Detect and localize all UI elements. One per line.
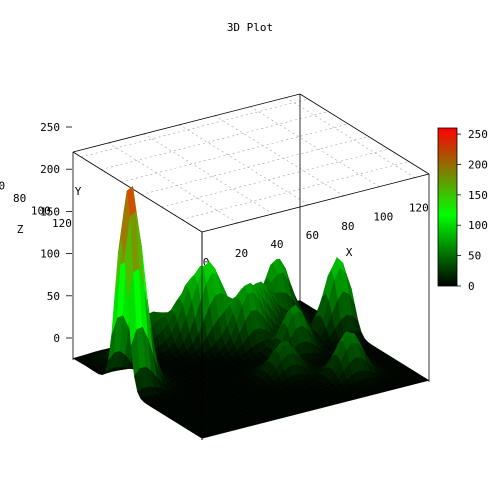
z-tick-labels: 0 50 100 150 200 250 xyxy=(40,121,72,345)
z-tick-label: 250 xyxy=(40,121,60,134)
surface-facet xyxy=(419,378,430,383)
colorbox-tick-label: 200 xyxy=(468,158,488,171)
z-tick-label: 50 xyxy=(47,290,60,303)
colorbox-tick-label: 250 xyxy=(468,128,488,141)
colorbox-tick-label: 150 xyxy=(468,189,488,202)
x-tick-label: 60 xyxy=(306,229,319,242)
x-tick-label: 120 xyxy=(409,202,429,215)
x-tick-label: 100 xyxy=(373,211,393,224)
colorbox-tick-label: 0 xyxy=(468,280,475,293)
x-tick-label: 0 xyxy=(203,256,210,269)
surface-mesh xyxy=(72,185,430,439)
z-tick-label: 200 xyxy=(40,163,60,176)
z-tick-label: 150 xyxy=(40,205,60,218)
axes-frame xyxy=(72,93,430,440)
y-axis-label: Y xyxy=(75,185,82,198)
z-tick-label: 100 xyxy=(40,248,60,261)
y-tick-label: 120 xyxy=(52,217,72,230)
x-axis-label: X xyxy=(346,246,353,259)
colorbox xyxy=(437,127,458,287)
z-tick-label: 0 xyxy=(53,332,60,345)
z-axis-label: Z xyxy=(17,223,24,236)
chart-title: 3D Plot xyxy=(227,21,273,34)
x-tick-label: 80 xyxy=(341,220,354,233)
x-tick-label: 20 xyxy=(235,247,248,260)
colorbox-tick-labels: 0 50 100 150 200 250 xyxy=(457,128,488,293)
y-tick-label: 80 xyxy=(13,192,26,205)
x-tick-labels: 0 20 40 60 80 100 120 xyxy=(203,202,429,269)
x-tick-label: 40 xyxy=(270,238,283,251)
y-tick-label: 60 xyxy=(0,180,5,193)
colorbox-tick-label: 50 xyxy=(468,250,481,263)
y-tick-label: 100 xyxy=(31,205,51,218)
colorbox-tick-label: 100 xyxy=(468,219,488,232)
